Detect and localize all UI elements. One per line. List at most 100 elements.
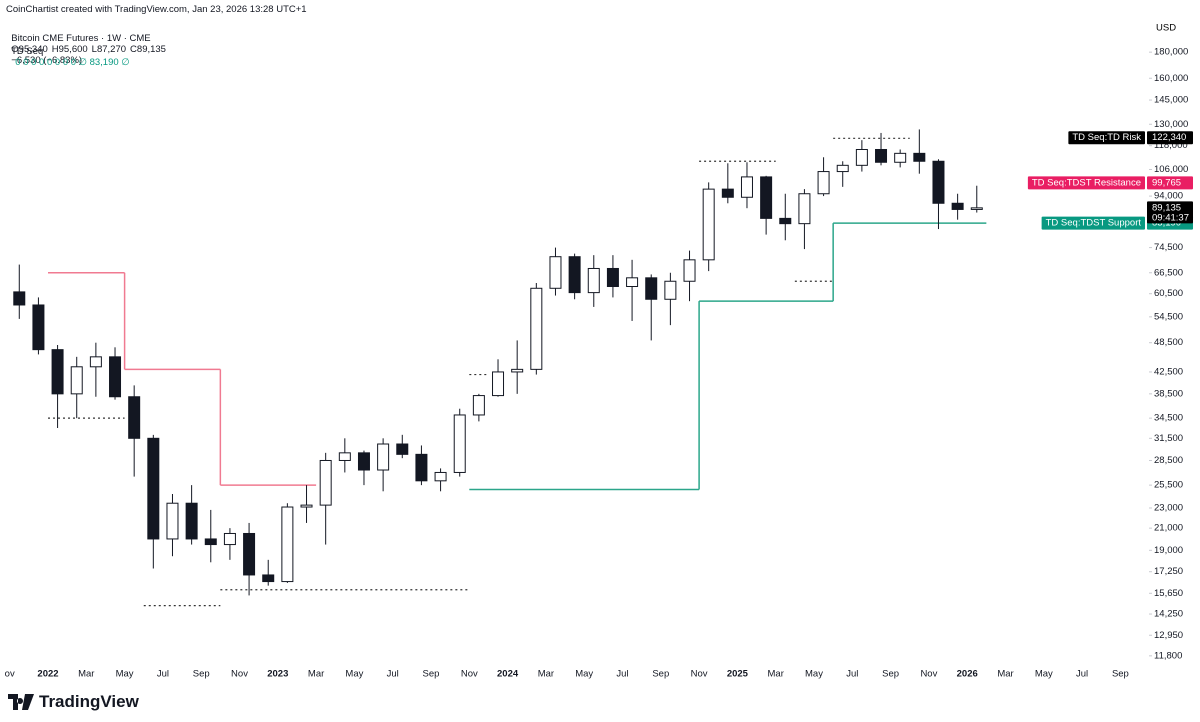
candle-body [511, 368, 524, 373]
x-tick-label: Nov [231, 669, 248, 680]
last-price-box [1147, 201, 1193, 224]
y-tick-label: 28,500 [1154, 455, 1183, 466]
indicator-legend: TD Seq 0 0 0 0 0 0 0 0 ∅ 83,190 ∅ [6, 35, 129, 68]
y-tick-label: 21,000 [1154, 523, 1183, 534]
y-tick-label: 19,000 [1154, 545, 1183, 556]
x-tick-label: Nov [691, 669, 708, 680]
x-tick-label: Mar [768, 669, 784, 680]
symbol: Bitcoin CME Futures · 1W · CME [11, 33, 151, 44]
candle-body [70, 366, 83, 395]
y-tick-label: 23,000 [1154, 502, 1183, 513]
x-tick-label: May [805, 669, 823, 680]
candle-body [109, 356, 122, 398]
annotation-name: TD Seq:TDST Resistance [1032, 177, 1141, 188]
ohlc-key: H [51, 44, 59, 55]
candle-body [645, 277, 658, 300]
x-tick-label: Sep [193, 669, 210, 680]
candle-body [913, 152, 926, 162]
chart: USD 180,000160,000145,000130,000118,0001… [5, 23, 1193, 680]
y-tick-label: 42,500 [1154, 366, 1183, 377]
y-tick-label: 180,000 [1154, 47, 1188, 58]
x-tick-label: Jul [1076, 669, 1088, 680]
x-tick-label: Mar [538, 669, 554, 680]
candle-body [32, 304, 45, 351]
candle-body [128, 396, 141, 439]
bar-countdown: 09:41:37 [1152, 212, 1189, 223]
annotation-name: TD Seq:TDST Support [1046, 218, 1142, 229]
x-tick-label: 2022 [37, 669, 58, 680]
y-tick-label: 60,500 [1154, 288, 1183, 299]
annotation-name: TD Seq:TD Risk [1072, 132, 1141, 143]
annotation-name-box [1068, 131, 1145, 145]
y-tick-label: 160,000 [1154, 73, 1188, 84]
ohlc-value: 87,270 [96, 44, 127, 55]
annotation-value: 99,765 [1152, 177, 1181, 188]
ohlc-key: L [91, 44, 97, 55]
candle-body [875, 148, 888, 163]
x-tick-label: Jul [387, 669, 399, 680]
candle-body [779, 217, 792, 225]
candle-body [702, 188, 715, 261]
y-tick-label: 14,250 [1154, 609, 1183, 620]
candle-body [664, 280, 677, 300]
ohlc-values: O95,340 H95,600 L87,270 C89,135 [11, 44, 166, 55]
x-tick-label: May [1035, 669, 1053, 680]
x-tick-label: Sep [423, 669, 440, 680]
candle-body [147, 437, 160, 540]
x-tick-label: May [345, 669, 363, 680]
candle-body [760, 176, 773, 219]
y-tick-label: 145,000 [1154, 95, 1188, 106]
candle-body [243, 532, 256, 576]
candle-body [894, 152, 907, 163]
ohlc-value: 95,600 [58, 44, 88, 55]
candle-body [300, 504, 313, 508]
candle-body [434, 471, 447, 482]
y-tick-label: 118,000 [1154, 140, 1188, 151]
y-tick-label: 11,800 [1154, 650, 1182, 661]
candle-body [262, 574, 275, 583]
x-tick-label: Mar [78, 669, 94, 680]
y-tick-label: 66,500 [1154, 267, 1183, 278]
candle-body [817, 171, 830, 195]
candle-body [721, 188, 734, 198]
ohlc-key: O [11, 44, 19, 55]
x-tick-label: 2025 [727, 669, 749, 680]
brand: TradingView [8, 692, 139, 712]
currency-label: USD [1156, 23, 1176, 34]
candle-body [223, 532, 236, 546]
price-annotation: TD Seq:TDST Resistance 99,765 [1027, 176, 1193, 190]
annotation-name-box [1027, 176, 1145, 190]
candle-body [492, 371, 505, 397]
x-tick-label: Nov [920, 669, 937, 680]
x-tick-label: Sep [652, 669, 669, 680]
candle-body [51, 349, 64, 395]
candle-body [855, 148, 868, 166]
candle-body [185, 502, 198, 540]
ohlc-key: C [130, 44, 137, 55]
candle-body [932, 160, 945, 204]
candle-body [281, 506, 294, 583]
x-tick-label: Jul [846, 669, 858, 680]
candle-body [166, 502, 179, 540]
x-tick-label: 2026 [957, 669, 978, 680]
candle-body [740, 176, 753, 198]
annotation-value-box [1147, 131, 1193, 145]
candle-body [357, 452, 370, 471]
candle-body [568, 256, 581, 294]
candle-body [415, 453, 428, 482]
candle-body [13, 291, 26, 306]
y-tick-label: 94,000 [1154, 191, 1183, 202]
y-tick-label: 38,500 [1154, 388, 1183, 399]
candle-body [798, 193, 811, 225]
x-tick-label: May [116, 669, 134, 680]
change: −6,530 (−6.83%) [11, 55, 83, 66]
y-tick-label: 31,500 [1154, 433, 1183, 444]
candle-body [338, 452, 351, 461]
candle-body [530, 287, 543, 370]
x-tick-label: Jul [157, 669, 169, 680]
candle-body [377, 443, 390, 471]
candle-body [683, 259, 696, 282]
candle-body [836, 164, 849, 173]
indicator-name: TD Seq [11, 46, 44, 57]
last-price: 89,135 [1152, 202, 1181, 213]
